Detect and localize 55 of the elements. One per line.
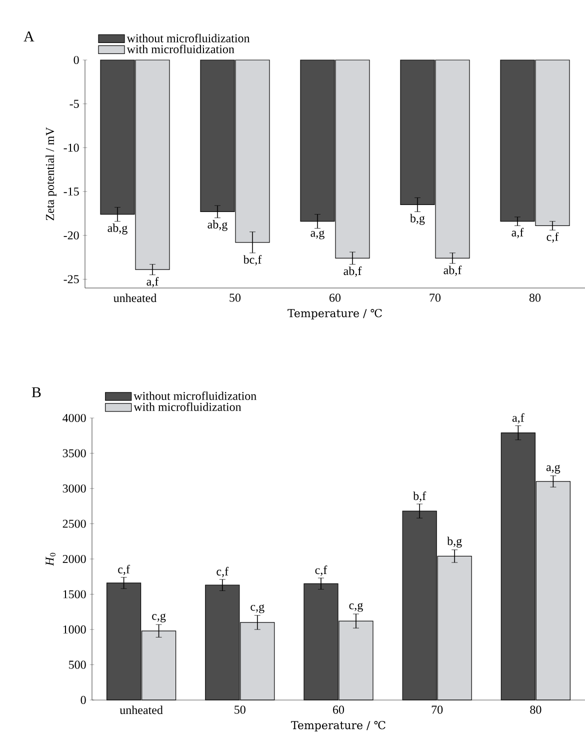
- annotation: c,g: [250, 604, 264, 614]
- annotation: ab,f: [444, 266, 462, 276]
- annotation: a,g: [310, 230, 324, 240]
- y-tick-label: -25: [64, 275, 79, 284]
- y-tick-label: -15: [64, 188, 79, 196]
- annotation: a,f: [512, 228, 524, 238]
- x-tick-label: 80: [529, 294, 541, 302]
- y-tick-label: 3000: [62, 484, 86, 493]
- x-axis-title: Temperature / ℃: [291, 720, 386, 732]
- y-tick-label: -5: [70, 100, 79, 108]
- annotation: ab,g: [208, 220, 228, 231]
- annotation: b,g: [447, 536, 462, 548]
- annotation: c,f: [118, 564, 130, 576]
- x-tick-label: 50: [234, 706, 246, 714]
- y-tick-label: 0: [80, 696, 86, 704]
- annotation: c,f: [315, 566, 328, 576]
- x-tick-label: unheated: [120, 706, 163, 714]
- x-tick-label: 60: [333, 706, 344, 714]
- legend-label: with microfluidization: [126, 44, 234, 54]
- legend-label: without microfluidization: [134, 391, 256, 400]
- x-tick-label: 80: [530, 706, 542, 714]
- chart-title: B: [32, 387, 41, 398]
- legend-label: without microfluidization: [126, 34, 250, 42]
- annotation: a,f: [146, 277, 159, 288]
- annotation: ab,f: [344, 266, 362, 277]
- x-tick-label: unheated: [114, 294, 157, 302]
- y-tick-label: 0: [74, 56, 79, 64]
- y-tick-label: 2000: [62, 554, 86, 564]
- y-tick-label: 4000: [62, 414, 86, 422]
- chart-title: A: [24, 31, 34, 42]
- annotation: bc,f: [243, 255, 262, 266]
- y-tick-label: 1000: [63, 625, 86, 634]
- annotation: a,f: [512, 413, 524, 424]
- annotation: c,f: [216, 566, 229, 578]
- y-tick-label: 2500: [62, 520, 86, 528]
- y-axis-title: H$_{0}$: [46, 552, 56, 566]
- y-tick-label: -10: [64, 144, 79, 152]
- x-tick-label: 70: [432, 706, 443, 714]
- y-tick-label: 3500: [62, 449, 86, 458]
- annotation: c,g: [349, 603, 363, 612]
- annotation: c,g: [152, 614, 166, 622]
- y-tick-label: 500: [69, 660, 86, 669]
- x-axis-title: Temperature / ℃: [288, 308, 382, 320]
- x-tick-label: 60: [330, 294, 341, 302]
- annotation: c,f: [546, 232, 559, 243]
- y-axis-title: Zeta potential / mV: [46, 127, 56, 220]
- annotation: b,f: [413, 492, 426, 502]
- annotation: ab,g: [108, 224, 128, 234]
- y-tick-label: -20: [64, 231, 79, 240]
- x-tick-label: 50: [230, 294, 241, 302]
- legend-label: with microfluidization: [134, 402, 242, 411]
- x-tick-label: 70: [430, 294, 441, 302]
- y-tick-label: 1500: [63, 590, 86, 598]
- annotation: b,g: [410, 214, 425, 225]
- annotation: a,g: [546, 464, 560, 474]
